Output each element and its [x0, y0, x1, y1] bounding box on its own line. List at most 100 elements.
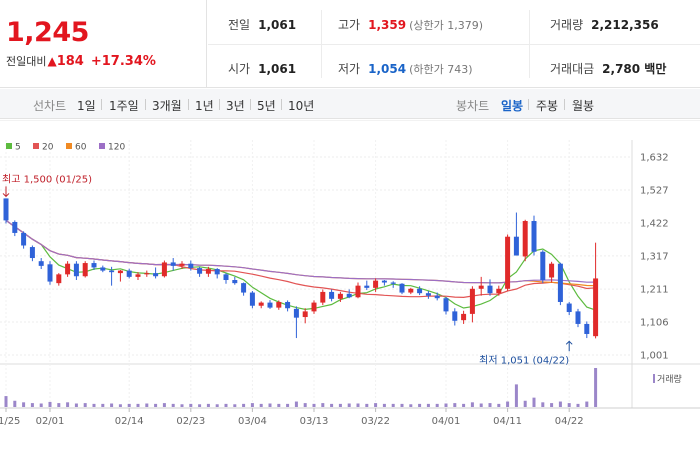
candle-body	[241, 283, 247, 293]
toolbar-divider	[219, 99, 220, 110]
stat-turnover: 거래대금 2,780 백만	[550, 60, 666, 77]
weekly-candle-button[interactable]: 주봉	[536, 99, 559, 113]
candle-body	[434, 295, 440, 299]
candle-body	[100, 267, 106, 271]
candle-body	[390, 282, 396, 284]
candle-body	[329, 291, 335, 299]
ma-120-line	[5, 219, 596, 284]
volume-bar	[30, 403, 34, 407]
monthly-candle-button[interactable]: 월봉	[572, 99, 595, 113]
volume-bar	[312, 403, 316, 407]
toolbar-divider	[188, 99, 189, 110]
stat-open: 시가 1,061	[228, 60, 296, 77]
volume-bar	[110, 403, 114, 407]
legend-label: 120	[108, 143, 125, 153]
x-tick-label: 04/11	[493, 416, 522, 427]
volume-bar	[48, 401, 52, 407]
volume-bar	[294, 401, 298, 407]
volume-bar	[215, 404, 219, 407]
candle-body	[38, 261, 44, 266]
candle-body	[487, 285, 493, 294]
candle-body	[417, 288, 423, 294]
price-change: 전일대비▲184 +17.34%	[6, 53, 156, 69]
range-10y-button[interactable]: 10년	[288, 99, 315, 113]
volume-bar	[330, 403, 334, 407]
stat-sub: (상한가 1,379)	[409, 19, 483, 32]
candle-body	[593, 278, 599, 337]
y-tick-label: 1,632	[640, 153, 669, 164]
candle-body	[373, 280, 379, 288]
range-5y-button[interactable]: 5년	[257, 99, 276, 113]
y-tick-label: 1,211	[640, 285, 669, 296]
x-tick-label: 03/13	[300, 416, 329, 427]
candle-body	[47, 264, 53, 282]
candle-body	[161, 262, 167, 277]
x-tick-label: 01/25	[0, 416, 20, 427]
volume-bar	[479, 403, 483, 407]
candle-body	[584, 323, 590, 334]
range-1w-button[interactable]: 1주일	[109, 99, 139, 113]
candle-body	[549, 263, 555, 278]
legend-swatch	[99, 143, 105, 149]
volume-bar	[391, 403, 395, 407]
volume-bar	[462, 403, 466, 407]
stat-value: 2,780 백만	[602, 62, 667, 76]
legend-label: 20	[42, 143, 54, 153]
volume-bar	[189, 403, 193, 407]
volume-bar	[101, 403, 105, 407]
volume-bar	[233, 404, 237, 407]
volume-bar	[224, 403, 228, 407]
stat-prev-close: 전일 1,061	[228, 16, 296, 33]
candle-body	[249, 292, 255, 306]
volume-bar	[22, 402, 26, 407]
up-triangle-icon: ▲	[47, 54, 57, 68]
range-3y-button[interactable]: 3년	[226, 99, 245, 113]
volume-bar	[374, 403, 378, 407]
stat-volume: 거래량 2,212,356	[550, 16, 659, 33]
stat-label: 거래대금	[550, 62, 595, 76]
candle-body	[29, 247, 35, 259]
line-chart-label: 선차트	[33, 99, 67, 113]
candle-body	[276, 301, 282, 308]
candle-body	[381, 280, 387, 283]
volume-bar	[136, 403, 140, 407]
stat-label: 시가	[228, 62, 251, 76]
candle-body	[478, 285, 484, 289]
volume-bar	[74, 403, 78, 407]
candle-body	[214, 269, 220, 275]
legend-swatch	[66, 143, 72, 149]
candle-body	[522, 221, 528, 257]
toolbar-divider	[564, 99, 565, 110]
volume-bar	[277, 403, 281, 407]
volume-bar	[39, 403, 43, 407]
volume-bar	[13, 400, 17, 407]
stat-value: 2,212,356	[591, 18, 659, 32]
volume-bar	[57, 403, 61, 407]
toolbar-divider	[281, 99, 282, 110]
x-tick-label: 04/22	[555, 416, 584, 427]
candle-body	[461, 313, 467, 321]
candle-body	[153, 273, 159, 277]
x-tick-label: 04/01	[432, 416, 461, 427]
volume-bar	[435, 403, 439, 407]
range-1d-button[interactable]: 1일	[77, 99, 96, 113]
price-box: 1,245 전일대비▲184 +17.34%	[0, 0, 207, 88]
candle-body	[170, 262, 176, 266]
range-3m-button[interactable]: 3개월	[152, 99, 182, 113]
y-tick-label: 1,527	[640, 185, 669, 196]
candle-body	[188, 263, 194, 269]
candle-body	[56, 274, 62, 284]
range-1y-button[interactable]: 1년	[195, 99, 214, 113]
daily-candle-button[interactable]: 일봉	[501, 99, 524, 113]
volume-bar	[488, 403, 492, 407]
candle-body	[575, 311, 581, 324]
stat-label: 저가	[338, 62, 361, 76]
candle-body	[109, 270, 115, 273]
low-annotation: 최저 1,051 (04/22)	[479, 354, 569, 366]
volume-bar	[576, 403, 580, 407]
candle-body	[197, 268, 203, 274]
volume-bar	[550, 403, 554, 407]
candle-body	[302, 311, 308, 318]
volume-bar	[585, 401, 589, 407]
y-tick-label: 1,106	[640, 318, 669, 329]
